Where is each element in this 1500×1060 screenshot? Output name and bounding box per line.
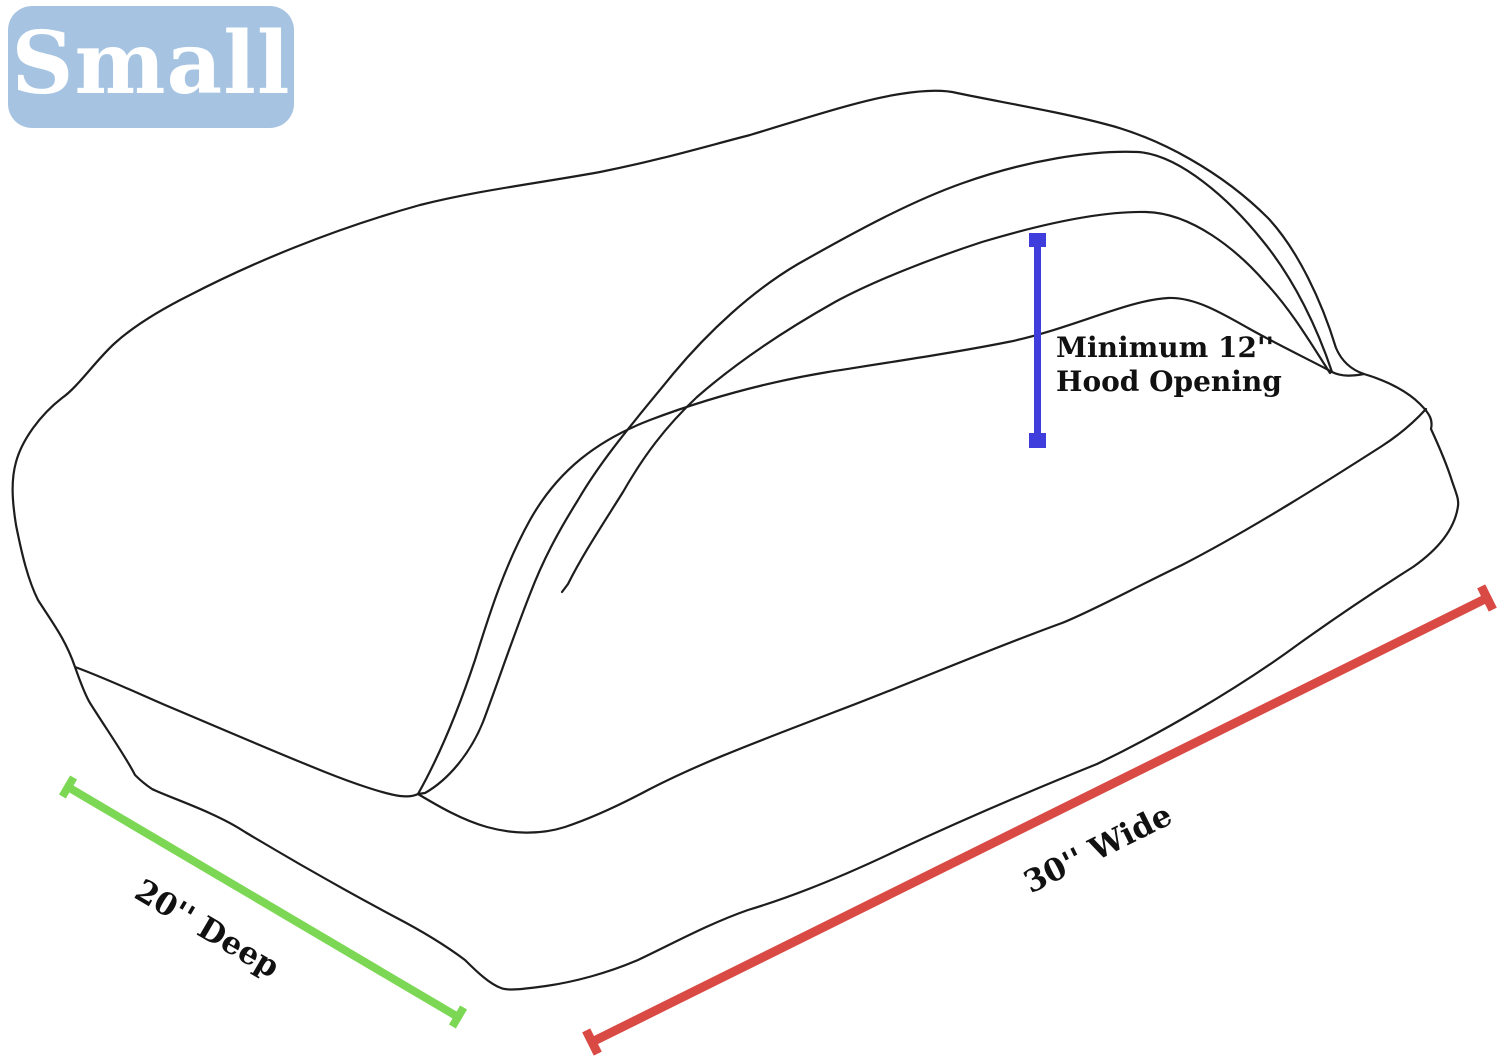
hood-band-outer-seam [416, 150, 1334, 796]
hood-opening-dimension-top-cap [1029, 233, 1046, 247]
depth-dimension-shaft [65, 783, 461, 1021]
cushion-front-seam [416, 407, 1428, 834]
hood-opening-label-line1: Minimum 12'' [1056, 331, 1275, 364]
size-badge: Small [8, 6, 294, 128]
depth-dimension-end-cap [448, 1005, 468, 1029]
width-dimension-start-cap [582, 1028, 602, 1056]
cushion-left-seam [73, 665, 420, 798]
depth-dimension-line [58, 775, 468, 1029]
width-dimension-line [582, 584, 1497, 1056]
pet-bed-line-drawing [11, 89, 1460, 991]
hood-opening-dimension-bottom-cap [1029, 433, 1046, 448]
bed-outline [11, 89, 1460, 991]
hood-opening-dimension-line [1029, 233, 1046, 448]
hood-opening-label: Minimum 12'' Hood Opening [1056, 331, 1282, 399]
hood-opening-arch [416, 296, 1334, 796]
width-dimension-end-cap [1477, 584, 1497, 612]
depth-dimension-start-cap [58, 775, 78, 799]
size-badge-label: Small [11, 13, 291, 114]
hood-tip-fold [1330, 370, 1366, 377]
width-dimension-shaft [590, 593, 1489, 1047]
hood-band-inner-seam [560, 210, 1332, 594]
hood-opening-label-line2: Hood Opening [1056, 365, 1282, 398]
